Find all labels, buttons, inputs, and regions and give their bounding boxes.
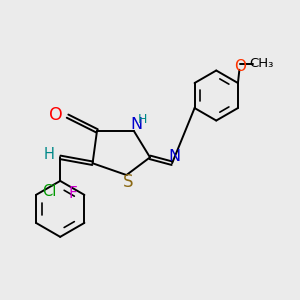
Text: H: H [138,112,147,126]
Text: S: S [123,172,133,190]
Text: O: O [49,106,62,124]
Text: CH₃: CH₃ [249,57,274,70]
Text: H: H [44,147,54,162]
Text: F: F [69,186,78,201]
Text: Cl: Cl [42,184,56,200]
Text: O: O [234,59,246,74]
Text: N: N [131,117,143,132]
Text: N: N [168,149,181,164]
